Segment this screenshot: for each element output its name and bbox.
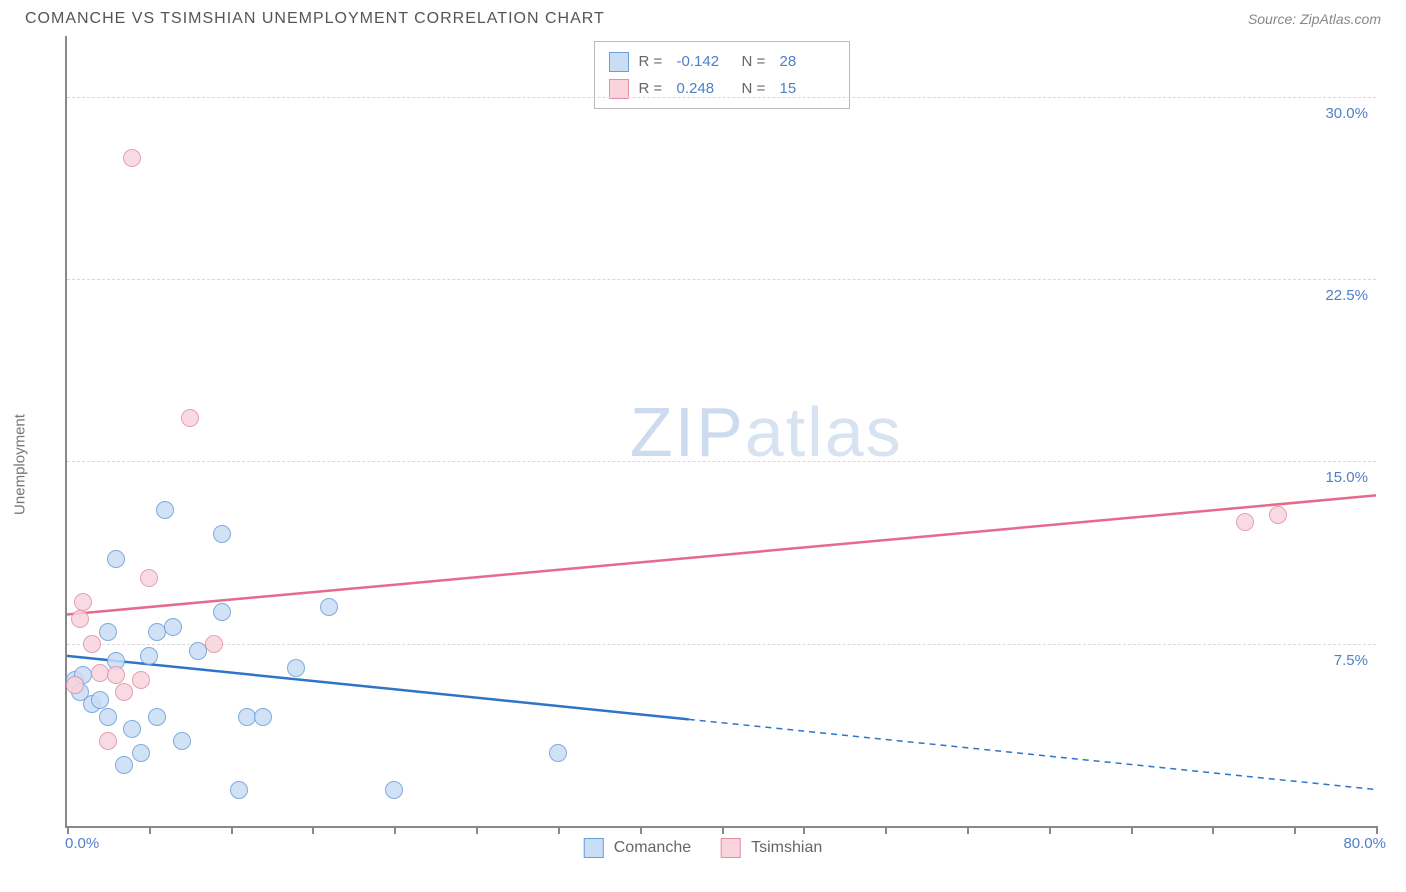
comanche-point [213,603,231,621]
x-tick [1131,826,1133,834]
comanche-point [107,550,125,568]
x-tick [1376,826,1378,834]
tsimshian-point [107,666,125,684]
comanche-point [549,744,567,762]
tsimshian-point [205,635,223,653]
comanche-point [230,781,248,799]
tsimshian-point [1236,513,1254,531]
x-tick [803,826,805,834]
comanche-point [99,623,117,641]
comanche-point [254,708,272,726]
y-tick-label: 30.0% [1325,105,1368,122]
tsimshian-point [66,676,84,694]
r-label: R = [639,48,667,75]
gridline [67,644,1376,645]
n-label: N = [742,48,770,75]
comanche-point [213,525,231,543]
x-tick [67,826,69,834]
r-label: R = [639,75,667,102]
comanche-point [385,781,403,799]
comanche-point [173,732,191,750]
n-value: 28 [780,48,835,75]
tsimshian-point [99,732,117,750]
tsimshian-point [115,683,133,701]
tsimshian-point [181,409,199,427]
comanche-point [164,618,182,636]
y-tick-label: 15.0% [1325,469,1368,486]
comanche-point [189,642,207,660]
tsimshian-point [132,671,150,689]
comanche-point [320,598,338,616]
x-tick [1212,826,1214,834]
x-tick [149,826,151,834]
x-axis-min-label: 0.0% [65,835,99,852]
comanche-point [140,647,158,665]
comanche-point [132,744,150,762]
chart-area: Unemployment ZIPatlas R =-0.142N =28R =0… [20,36,1386,876]
comanche-point [115,756,133,774]
comanche-point [287,659,305,677]
x-tick [967,826,969,834]
comanche-point [148,623,166,641]
y-tick-label: 22.5% [1325,287,1368,304]
tsimshian-point [1269,506,1287,524]
r-value: -0.142 [677,48,732,75]
comanche-point [99,708,117,726]
comanche-point [238,708,256,726]
tsimshian-point [123,149,141,167]
n-label: N = [742,75,770,102]
x-tick [312,826,314,834]
gridline [67,461,1376,462]
legend-stat-row: R = 0.248 N = 15 [609,75,835,102]
tsimshian-point [140,569,158,587]
x-tick [558,826,560,834]
comanche-point [156,501,174,519]
gridline [67,279,1376,280]
y-axis-label: Unemployment [12,414,29,515]
n-value: 15 [780,75,835,102]
legend-item: Tsimshian [721,838,822,858]
x-tick [640,826,642,834]
comanche-point [91,691,109,709]
x-tick [722,826,724,834]
x-tick [231,826,233,834]
plot-area: ZIPatlas R =-0.142N =28R =0.248N =15 7.5… [65,36,1376,828]
x-axis-max-label: 80.0% [1343,835,1386,852]
x-tick [1294,826,1296,834]
legend-swatch [609,52,629,72]
tsimshian-point [91,664,109,682]
gridline [67,97,1376,98]
source-attribution: Source: ZipAtlas.com [1248,11,1381,27]
legend-stat-row: R = -0.142 N = 28 [609,48,835,75]
comanche-point [123,720,141,738]
legend-swatch [721,838,741,858]
x-tick [394,826,396,834]
legend-label: Comanche [614,839,691,857]
x-tick [1049,826,1051,834]
y-tick-label: 7.5% [1334,652,1368,669]
chart-title: COMANCHE VS TSIMSHIAN UNEMPLOYMENT CORRE… [25,10,605,28]
x-tick [476,826,478,834]
legend-swatch [584,838,604,858]
comanche-point [148,708,166,726]
legend-label: Tsimshian [751,839,822,857]
legend-swatch [609,79,629,99]
tsimshian-point [83,635,101,653]
tsimshian-point [71,610,89,628]
series-legend: Comanche Tsimshian [584,838,823,858]
x-tick [885,826,887,834]
tsimshian-point [74,593,92,611]
r-value: 0.248 [677,75,732,102]
correlation-legend: R = -0.142 N = 28 R = 0.248 N = 15 [594,41,850,109]
legend-item: Comanche [584,838,691,858]
